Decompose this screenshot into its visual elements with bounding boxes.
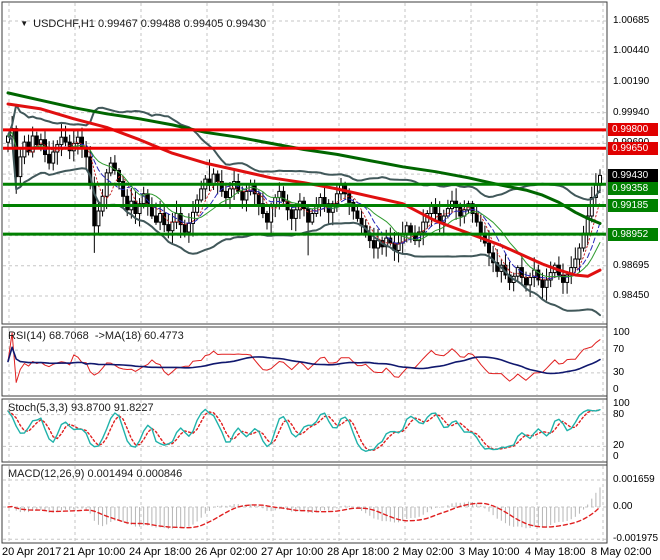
time-tick-label: 20 Apr 2017 <box>2 546 62 558</box>
rsi-tick-label: 70 <box>613 344 625 356</box>
stoch-indicator-label: Stoch(5,3,3) 93.8700 91.8227 <box>8 402 154 414</box>
macd-tick-label: 0.00 <box>613 501 633 512</box>
price-badge-support: 0.99358 <box>608 181 658 195</box>
ma-green-slow-line <box>6 91 602 225</box>
stoch-tick-label: 0 <box>613 451 619 462</box>
time-tick-label: 8 May 02:00 <box>591 546 652 558</box>
price-tick-label: 1.00440 <box>613 45 650 57</box>
rsi-panel-series <box>3 332 606 383</box>
macd-tick-label: -0.001975 <box>613 533 659 545</box>
rsi-tick-label: 30 <box>613 366 625 378</box>
grid-horizontal-main <box>3 20 606 297</box>
stochastic-panel-series <box>3 408 606 452</box>
price-badge-resistance: 0.99800 <box>608 123 658 137</box>
ma-5-line <box>7 131 601 281</box>
macd-panel-series <box>3 479 606 540</box>
grid-vertical <box>8 3 604 542</box>
time-tick-label: 26 Apr 02:00 <box>195 546 258 558</box>
price-badge-resistance: 0.99650 <box>608 141 658 155</box>
macd-tick-label: 0.001659 <box>613 473 655 485</box>
price-tick-label: 1.00685 <box>613 14 650 26</box>
rsi-indicator-label: RSI(14) 68.7068 ->MA(18) 60.4773 <box>8 330 184 342</box>
symbol-ohlc-label: ▼ USDCHF,H1 0.99467 0.99488 0.99405 0.994… <box>8 6 266 42</box>
rsi-tick-label: 100 <box>613 327 630 338</box>
time-tick-label: 4 May 18:00 <box>525 546 586 558</box>
stoch-tick-label: 20 <box>613 440 625 452</box>
symbol-title-text: USDCHF,H1 0.99467 0.99488 0.99405 0.9943… <box>33 18 267 30</box>
collapse-triangle-icon[interactable]: ▼ <box>20 19 29 28</box>
time-tick-label: 27 Apr 10:00 <box>261 546 324 558</box>
price-tick-label: 1.00190 <box>613 75 650 87</box>
time-tick-label: 24 Apr 18:00 <box>129 546 192 558</box>
price-badge-current: 0.99430 <box>608 168 658 182</box>
price-badge-support: 0.98952 <box>608 227 658 241</box>
price-tick-label: 0.98450 <box>613 289 650 301</box>
stoch-tick-label: 100 <box>613 398 630 409</box>
price-tick-label: 0.98695 <box>613 259 650 271</box>
time-tick-label: 3 May 10:00 <box>459 546 520 558</box>
time-tick-label: 21 Apr 10:00 <box>63 546 126 558</box>
support-resistance-lines <box>3 128 606 236</box>
macd-indicator-label: MACD(12,26,9) 0.001494 0.000846 <box>8 468 183 480</box>
price-tick-label: 0.99940 <box>613 106 650 118</box>
stoch-tick-label: 80 <box>613 408 625 420</box>
time-tick-label: 2 May 02:00 <box>393 546 454 558</box>
rsi-tick-label: 0 <box>613 384 619 395</box>
ma-red-slow-line <box>6 102 602 278</box>
time-tick-label: 28 Apr 18:00 <box>327 546 390 558</box>
price-badge-support: 0.99185 <box>608 199 658 212</box>
